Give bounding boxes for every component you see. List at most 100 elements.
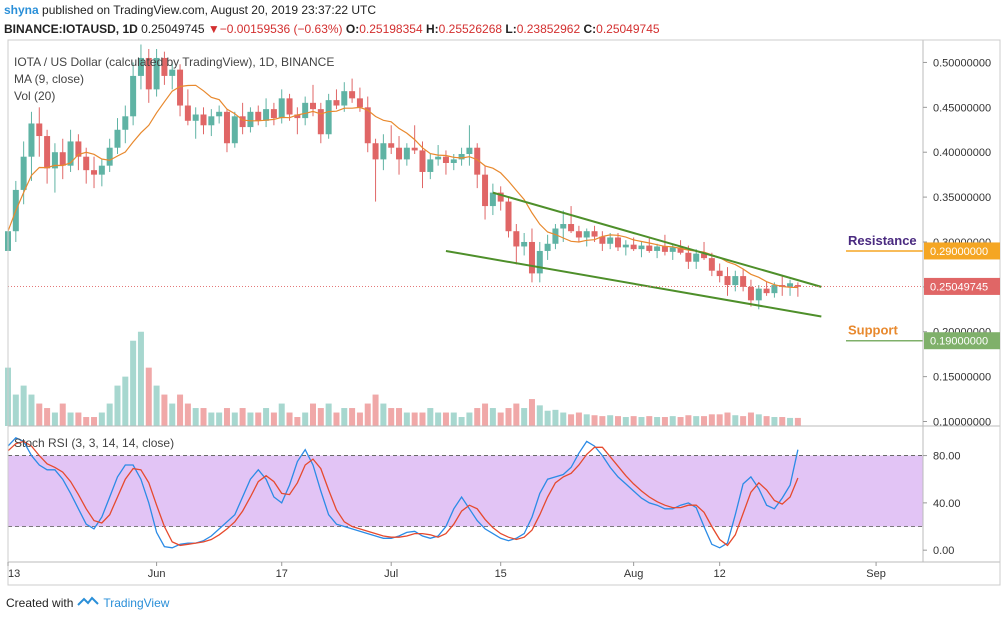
high-label: H: xyxy=(425,22,439,36)
volume-bar xyxy=(286,412,293,426)
resistance-label: Resistance xyxy=(848,233,917,248)
support-label: Support xyxy=(848,323,898,338)
publish-info: published on TradingView.com, August 20,… xyxy=(42,3,377,17)
candle-body xyxy=(349,91,356,99)
resistance-price-tag: 0.29000000 xyxy=(924,242,1000,260)
volume-bar xyxy=(599,416,606,426)
volume-bar xyxy=(716,414,723,426)
volume-bar xyxy=(333,412,340,426)
y-tick-label: 0.40000000 xyxy=(933,147,991,159)
candle-body xyxy=(161,57,168,76)
candle-body xyxy=(98,165,105,175)
open-value: 0.25198354 xyxy=(359,22,423,36)
candle-body xyxy=(36,123,43,137)
volume-bar xyxy=(411,412,418,426)
chart-frame xyxy=(7,39,1001,586)
volume-bar xyxy=(755,414,762,426)
x-tick-label: 17 xyxy=(276,568,288,580)
ma-line xyxy=(7,84,798,289)
down-arrow-icon: ▼ xyxy=(207,22,220,36)
candle-body xyxy=(122,116,129,130)
candle-body xyxy=(380,143,387,160)
created-with-text: Created with xyxy=(6,595,74,610)
candle-body xyxy=(615,237,621,248)
candle-body xyxy=(356,98,363,108)
volume-bar xyxy=(427,408,434,426)
volume-bar xyxy=(505,408,512,426)
chart-legend-title: IOTA / US Dollar (calculated by TradingV… xyxy=(14,55,335,69)
footer: Created with TradingView xyxy=(6,595,169,610)
rsi-d-line xyxy=(7,440,799,547)
candle-body xyxy=(169,69,176,76)
rsi-y-tick-label: 80.00 xyxy=(933,451,961,463)
candle-body xyxy=(333,100,340,106)
candle-body xyxy=(466,147,473,155)
y-tick-label: 0.50000000 xyxy=(933,57,991,69)
tradingview-brand[interactable]: TradingView xyxy=(103,595,170,610)
candle-body xyxy=(560,224,567,229)
volume-bar xyxy=(669,416,676,426)
volume-bar xyxy=(59,403,66,426)
volume-bar xyxy=(380,403,387,426)
candle-body xyxy=(669,247,676,252)
rsi-y-tick-label: 40.00 xyxy=(933,498,961,510)
open-label: O: xyxy=(345,22,360,36)
price-change: −0.00159536 (−0.63%) xyxy=(219,22,343,36)
volume-bar xyxy=(794,417,801,426)
candle-body xyxy=(482,174,489,207)
volume-bar xyxy=(661,417,668,426)
volume-bar xyxy=(231,412,238,426)
author-name[interactable]: shyna xyxy=(4,3,39,17)
x-tick-label: Jun xyxy=(148,568,166,580)
volume-bar xyxy=(83,417,90,426)
low-value: 0.23852962 xyxy=(516,22,581,36)
volume-bar xyxy=(458,417,465,426)
x-tick-label: Sep xyxy=(866,568,886,580)
volume-bar xyxy=(528,399,535,426)
high-value: 0.25526268 xyxy=(438,22,503,36)
candle-body xyxy=(685,252,692,262)
candle-body xyxy=(75,141,82,157)
volume-bar xyxy=(239,408,246,426)
candle-body xyxy=(497,192,504,202)
price-chart[interactable]: Resistance Support 0.50000000 0.45000000 0… xyxy=(0,0,1006,590)
volume-bar xyxy=(450,412,457,426)
candle-body xyxy=(231,116,238,144)
close-label: C: xyxy=(583,22,597,36)
candle-body xyxy=(137,57,144,76)
candle-body xyxy=(568,224,575,232)
y-tick-label: 0.45000000 xyxy=(933,102,991,114)
volume-bar xyxy=(521,408,528,426)
volume-bar xyxy=(638,417,645,426)
candle-body xyxy=(646,245,653,251)
candle-body xyxy=(701,253,708,259)
volume-bar xyxy=(607,415,614,426)
volume-bar xyxy=(177,394,184,426)
volume-bar xyxy=(419,412,426,426)
volume-bar xyxy=(771,417,778,426)
volume-bar xyxy=(310,403,316,426)
low-label: L: xyxy=(505,22,517,36)
candle-body xyxy=(270,109,277,119)
volume-bar xyxy=(591,415,598,426)
volume-bar xyxy=(67,412,74,426)
y-tick-label: 0.10000000 xyxy=(933,417,991,429)
candle-body xyxy=(536,250,543,274)
candle-body xyxy=(794,285,801,287)
volume-bar xyxy=(137,331,144,426)
candle-body xyxy=(740,276,747,287)
candle-body xyxy=(708,258,715,271)
volume-bar xyxy=(489,408,496,426)
candle-body xyxy=(724,276,731,286)
candle-body xyxy=(91,170,98,175)
volume-bar xyxy=(278,403,285,426)
volume-bar xyxy=(169,403,176,426)
candle-body xyxy=(544,243,551,251)
candle-body xyxy=(599,236,606,244)
ma-legend: MA (9, close) xyxy=(14,72,85,86)
candle-body xyxy=(247,111,254,128)
candle-body xyxy=(489,192,496,207)
volume-bar xyxy=(161,394,168,426)
volume-bar xyxy=(270,412,277,426)
volume-bar xyxy=(28,394,35,426)
